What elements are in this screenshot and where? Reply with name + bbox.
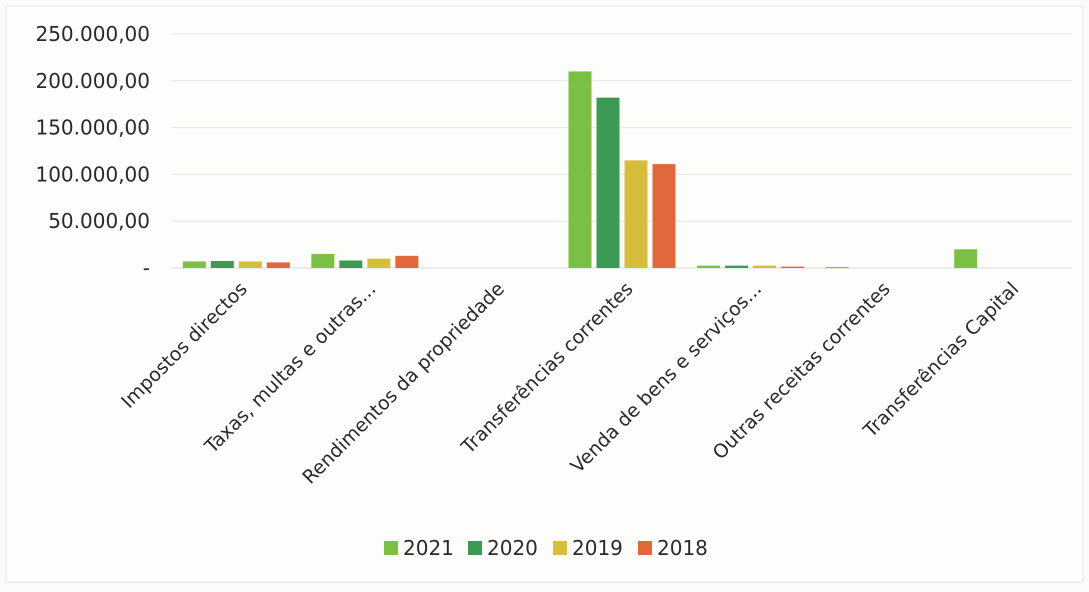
legend-label: 2020 — [487, 536, 538, 560]
bar-2020-4 — [725, 265, 749, 268]
bars — [182, 71, 978, 269]
y-tick-label: 100.000,00 — [35, 162, 150, 186]
legend-label: 2018 — [657, 536, 708, 560]
bar-2021-5 — [825, 267, 849, 269]
y-tick-label: 250.000,00 — [35, 22, 150, 46]
legend-label: 2019 — [572, 536, 623, 560]
bar-2021-3 — [568, 71, 592, 268]
y-tick-label: 150.000,00 — [35, 116, 150, 140]
bar-2021-4 — [697, 265, 721, 268]
y-tick-label: 200.000,00 — [35, 69, 150, 93]
legend-swatch-2020 — [468, 541, 482, 555]
legend: 2021 2020 2019 2018 — [384, 536, 708, 560]
bar-2019-4 — [753, 265, 777, 268]
bar-2018-1 — [395, 255, 419, 268]
bar-2019-1 — [367, 258, 391, 268]
legend-label: 2021 — [403, 536, 454, 560]
legend-swatch-2018 — [638, 541, 652, 555]
y-tick-label: - — [143, 256, 150, 280]
legend-swatch-2019 — [553, 541, 567, 555]
bar-2021-6 — [954, 249, 978, 268]
legend-swatch-2021 — [384, 541, 398, 555]
bar-2019-3 — [624, 160, 648, 268]
bar-2018-3 — [652, 164, 676, 268]
bar-2020-3 — [596, 97, 620, 268]
bar-2018-4 — [781, 266, 805, 268]
y-tick-label: 50.000,00 — [48, 209, 150, 233]
bar-2020-1 — [339, 260, 363, 268]
bar-2021-0 — [182, 261, 206, 268]
y-axis-tick-labels: - 50.000,00 100.000,00 150.000,00 200.000,00… — [35, 22, 150, 280]
gridlines — [172, 33, 1072, 269]
bar-2019-0 — [238, 261, 262, 268]
bar-2020-0 — [210, 260, 234, 268]
bar-2018-0 — [266, 262, 290, 268]
chart-frame — [5, 5, 1084, 583]
bar-2021-1 — [311, 253, 335, 268]
